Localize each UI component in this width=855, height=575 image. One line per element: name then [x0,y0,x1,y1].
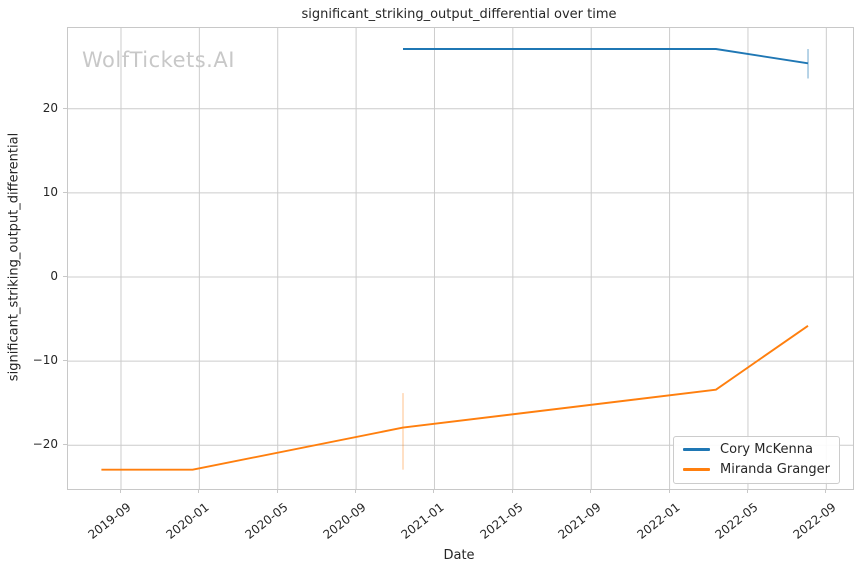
y-tick-label: −20 [32,437,58,452]
x-tick-mark [355,489,357,493]
y-tick-label: −10 [32,353,58,368]
x-tick-mark [668,489,670,493]
x-tick-label: 2020-01 [163,500,212,542]
x-tick-mark [825,489,827,493]
x-tick-label: 2022-09 [790,500,839,542]
legend-item-cory-mckenna: Cory McKenna [683,442,830,457]
line-cory-mckenna [403,48,809,65]
x-axis-title: Date [443,548,475,563]
y-axis-title: significant_striking_output_differential [6,132,22,382]
x-tick-mark [746,489,748,493]
y-tick-mark [63,276,67,277]
plot-canvas [68,28,853,489]
x-tick-label: 2022-05 [712,500,761,542]
plot-area: WolfTickets.AI Cory McKenna Miranda Gran… [67,27,854,490]
legend-line-swatch-orange [683,468,711,471]
x-tick-mark [119,489,121,493]
x-tick-mark [198,489,200,493]
line-miranda-granger [101,325,809,471]
legend: Cory McKenna Miranda Granger [673,436,840,484]
x-tick-label: 2021-05 [477,500,526,542]
chart-title: significant_striking_output_differential… [301,7,617,22]
x-tick-label: 2020-09 [320,500,369,542]
x-tick-label: 2019-09 [85,500,134,542]
legend-label: Miranda Granger [720,462,830,477]
x-tick-mark [276,489,278,493]
y-tick-mark [63,107,67,109]
y-tick-label: 0 [50,269,58,283]
y-tick-mark [63,191,67,193]
x-tick-mark [433,489,435,493]
y-tick-label: 10 [42,184,58,199]
legend-label: Cory McKenna [720,442,813,457]
x-tick-mark [511,489,513,493]
y-tick-mark [63,360,67,362]
y-tick-mark [63,444,67,446]
x-tick-label: 2021-01 [398,500,448,542]
x-tick-mark [590,489,592,493]
legend-line-swatch-blue [683,448,711,451]
y-tick-label: 20 [42,100,58,115]
x-tick-label: 2021-09 [555,500,604,542]
x-tick-label: 2022-01 [634,500,683,542]
x-tick-label: 2020-05 [242,500,291,542]
legend-item-miranda-granger: Miranda Granger [683,462,830,477]
